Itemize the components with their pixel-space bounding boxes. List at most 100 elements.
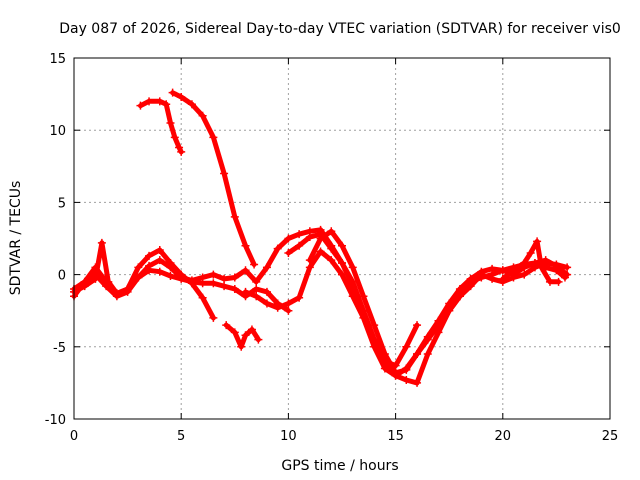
data-point xyxy=(445,299,454,308)
data-point xyxy=(477,267,486,276)
data-point xyxy=(338,259,346,268)
data-point xyxy=(97,238,106,247)
data-point xyxy=(284,306,293,315)
data-point xyxy=(284,248,293,257)
data-point xyxy=(252,285,261,294)
data-point xyxy=(520,270,529,279)
data-point xyxy=(316,234,325,243)
data-point xyxy=(230,328,239,337)
data-point xyxy=(402,342,411,351)
data-point xyxy=(222,321,231,330)
y-axis-ticks: -10 -5 0 5 10 15 xyxy=(45,52,610,428)
series-track-10 xyxy=(498,237,563,286)
data-point xyxy=(563,270,572,279)
data-point xyxy=(391,368,400,377)
data-point xyxy=(134,273,143,282)
y-tick-label: 15 xyxy=(49,52,66,67)
data-point xyxy=(370,335,379,344)
data-point xyxy=(145,251,154,260)
data-point xyxy=(413,321,422,330)
data-point xyxy=(338,241,346,250)
data-point xyxy=(250,260,259,269)
data-point xyxy=(241,241,250,250)
data-point xyxy=(370,321,379,330)
data-point xyxy=(284,299,293,308)
data-point xyxy=(166,118,175,127)
data-point xyxy=(305,263,314,272)
data-point xyxy=(220,274,229,283)
data-point xyxy=(552,261,561,270)
data-point xyxy=(316,247,325,256)
data-point xyxy=(402,365,411,374)
data-point xyxy=(359,306,368,315)
data-point xyxy=(262,299,271,308)
data-point xyxy=(563,263,572,272)
data-point xyxy=(209,279,218,288)
data-point xyxy=(187,276,196,285)
data-point xyxy=(155,267,164,276)
data-point xyxy=(533,237,542,246)
data-point xyxy=(155,97,164,106)
y-tick-label: -5 xyxy=(53,341,66,356)
data-point xyxy=(177,147,186,156)
data-point xyxy=(537,263,546,272)
data-point xyxy=(198,273,207,282)
data-point xyxy=(254,335,263,344)
data-point xyxy=(91,274,100,283)
grid xyxy=(74,58,610,419)
series-track xyxy=(138,98,184,155)
y-axis-label: SDTVAR / TECUs xyxy=(8,181,24,296)
data-point xyxy=(498,266,507,275)
data-point xyxy=(295,293,304,302)
data-point xyxy=(305,256,314,265)
series-track-5 xyxy=(168,88,259,269)
series-track-6 xyxy=(222,321,263,351)
data-point xyxy=(209,313,218,322)
data-point xyxy=(175,143,184,152)
data-point xyxy=(530,259,539,268)
data-point xyxy=(262,263,271,272)
data-point xyxy=(104,277,113,286)
y-tick-label: 0 xyxy=(58,269,66,284)
data-point xyxy=(423,350,432,359)
data-point xyxy=(520,259,529,268)
data-point xyxy=(123,285,132,294)
series-track xyxy=(170,90,257,267)
data-point xyxy=(134,263,143,272)
data-point xyxy=(198,293,207,302)
data-point xyxy=(112,289,121,298)
data-point xyxy=(80,282,89,291)
data-point xyxy=(545,277,554,286)
data-point xyxy=(402,376,411,385)
y-tick-label: -10 xyxy=(45,413,66,428)
data-point xyxy=(230,212,239,221)
data-point xyxy=(252,292,261,301)
data-series xyxy=(70,88,572,387)
data-point xyxy=(155,256,164,265)
data-point xyxy=(488,264,497,273)
series-track xyxy=(223,322,261,350)
data-point xyxy=(241,266,250,275)
data-point xyxy=(380,350,389,359)
data-point xyxy=(155,246,164,255)
data-point xyxy=(327,256,336,265)
data-point xyxy=(359,292,368,301)
data-point xyxy=(241,287,250,296)
data-point xyxy=(220,282,229,291)
y-tick-label: 10 xyxy=(49,124,66,139)
data-point xyxy=(327,244,336,253)
data-point xyxy=(247,325,256,334)
data-point xyxy=(413,350,422,359)
data-point xyxy=(166,272,175,281)
data-point xyxy=(209,133,218,142)
data-point xyxy=(209,270,218,279)
plot-frame xyxy=(73,57,611,420)
data-point xyxy=(434,316,443,325)
data-point xyxy=(262,287,271,296)
data-point xyxy=(498,274,507,283)
data-point xyxy=(295,241,304,250)
data-point xyxy=(273,303,282,312)
data-point xyxy=(413,378,422,387)
data-point xyxy=(509,266,518,275)
x-tick-label: 15 xyxy=(387,429,404,444)
